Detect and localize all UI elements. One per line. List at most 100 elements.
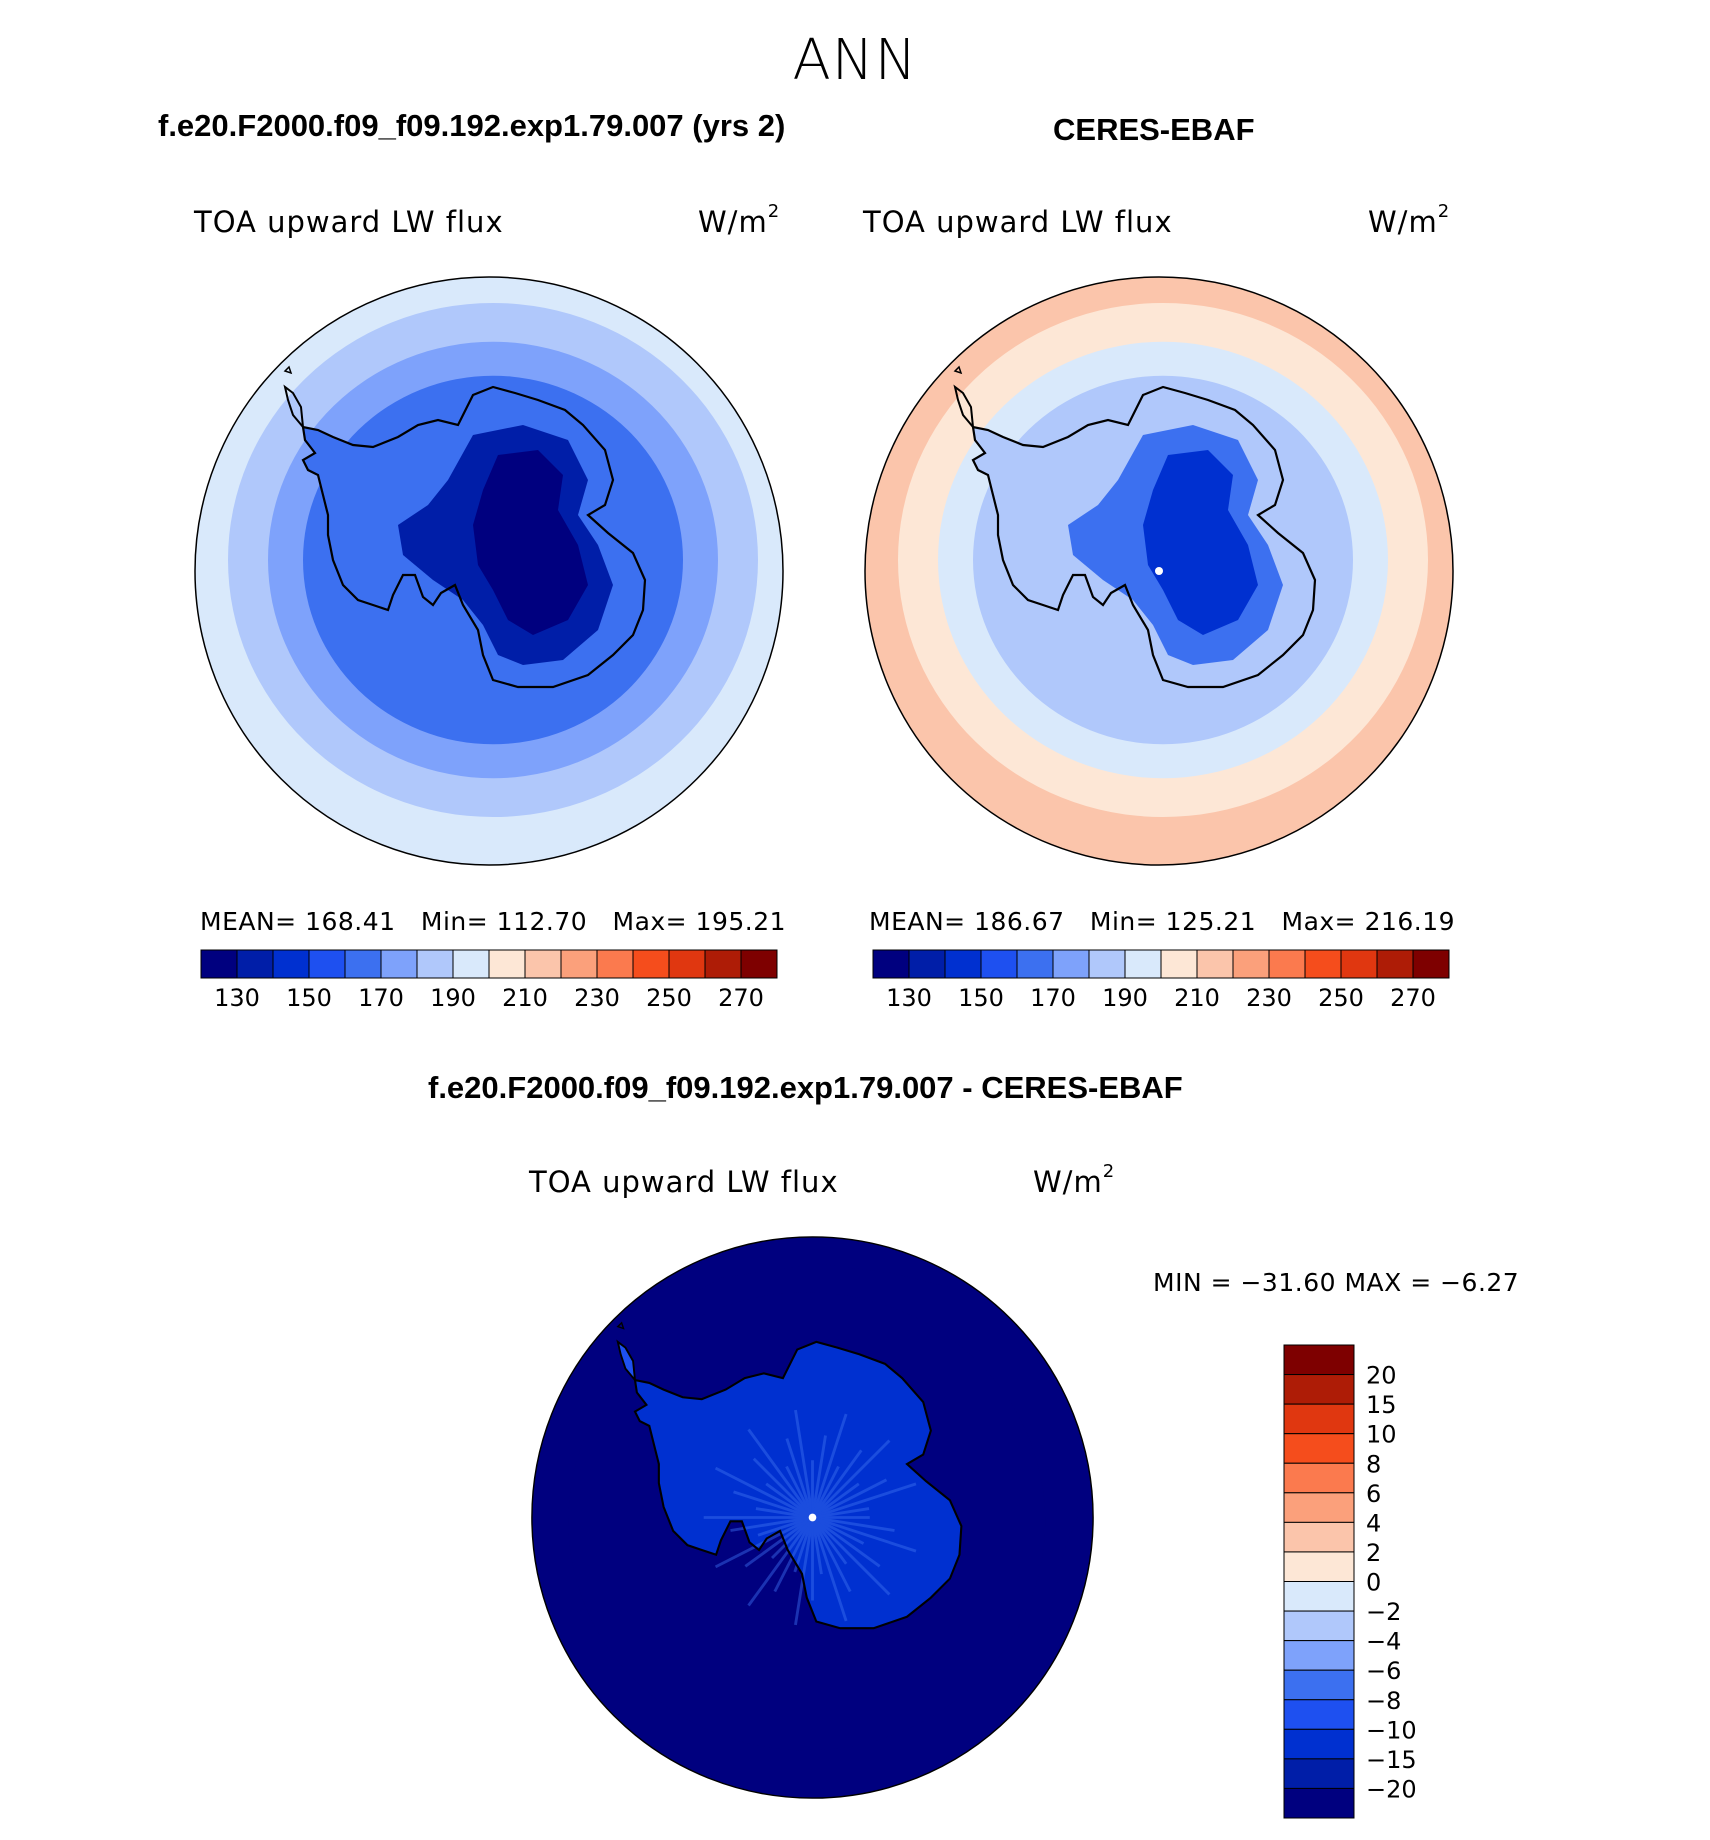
colorbar-swatch xyxy=(740,949,778,979)
south-america-tip xyxy=(871,433,884,452)
colorbar-tick-label: 4 xyxy=(1366,1509,1381,1537)
colorbar-swatch xyxy=(1283,1581,1355,1612)
colorbar-swatch xyxy=(908,949,946,979)
colorbar-tick-label: 150 xyxy=(958,984,1004,1012)
diff-case-title: f.e20.F2000.f09_f09.192.exp1.79.007 - CE… xyxy=(428,1070,1183,1105)
colorbar-swatch xyxy=(1268,949,1306,979)
colorbar-tick-label: 170 xyxy=(358,984,404,1012)
colorbar-tick-label: 8 xyxy=(1366,1450,1381,1478)
colorbar-tick-label: 2 xyxy=(1366,1539,1381,1567)
colorbar-tick-label: 270 xyxy=(1390,984,1436,1012)
colorbar-swatch xyxy=(1124,949,1162,979)
region-east-antarctic-plateau xyxy=(1143,450,1258,635)
colorbar-tick-label: 130 xyxy=(214,984,260,1012)
colorbar-swatch xyxy=(308,949,346,979)
obs-case-title: CERES-EBAF xyxy=(1053,112,1255,147)
colorbar-swatch xyxy=(872,949,910,979)
model-max-label: Max= xyxy=(612,907,688,936)
colorbar-tick-label: 250 xyxy=(1318,984,1364,1012)
diff-minmax: MIN = −31.60 MAX = −6.27 xyxy=(1153,1268,1520,1297)
model-min-value: 112.70 xyxy=(496,907,588,936)
peninsula-coastline xyxy=(953,384,975,431)
colorbar-swatch xyxy=(1283,1610,1355,1642)
colorbar-swatch xyxy=(236,949,274,979)
colorbar-tick-label: −6 xyxy=(1366,1657,1401,1685)
obs-max-value: 216.19 xyxy=(1364,907,1456,936)
model-stats: MEAN= 168.41 Min= 112.70 Max= 195.21 xyxy=(200,907,786,936)
colorbar-swatch xyxy=(1283,1344,1355,1376)
model-mean-label: MEAN= xyxy=(200,907,297,936)
colorbar-swatch xyxy=(200,949,238,979)
colorbar-swatch xyxy=(704,949,742,979)
diff-variable-title: TOA upward LW flux xyxy=(529,1165,839,1199)
colorbar-swatch xyxy=(1160,949,1198,979)
model-max-value: 195.21 xyxy=(695,907,787,936)
diff-polar-map xyxy=(531,1236,1094,1799)
obs-mean-value: 186.67 xyxy=(974,907,1065,936)
colorbar-tick-label: −2 xyxy=(1366,1598,1401,1626)
colorbar-swatch xyxy=(380,949,418,979)
colorbar-tick-label: 230 xyxy=(1246,984,1292,1012)
colorbar-tick-label: 170 xyxy=(1030,984,1076,1012)
model-polar-map xyxy=(194,276,784,866)
peninsula-coastline xyxy=(616,1339,637,1384)
colorbar-swatch xyxy=(668,949,706,979)
season-title: ANN xyxy=(792,28,918,93)
colorbar-swatch xyxy=(1304,949,1342,979)
colorbar-tick-label: 20 xyxy=(1366,1362,1397,1390)
colorbar-swatch xyxy=(1283,1492,1355,1523)
colorbar-swatch xyxy=(1283,1551,1355,1582)
colorbar-tick-label: 190 xyxy=(1102,984,1148,1012)
colorbar-swatch xyxy=(1283,1787,1355,1819)
colorbar-tick-label: −20 xyxy=(1366,1775,1417,1803)
colorbar-swatch xyxy=(1016,949,1054,979)
obs-polar-map xyxy=(864,276,1454,866)
colorbar-swatch xyxy=(632,949,670,979)
peninsula-coastline xyxy=(283,384,305,431)
model-units: W/m2 xyxy=(698,201,781,239)
colorbar-tick-label: 130 xyxy=(886,984,932,1012)
colorbar-tick-label: −15 xyxy=(1366,1746,1417,1774)
colorbar-swatch xyxy=(1283,1728,1355,1760)
colorbar-tick-label: 150 xyxy=(286,984,332,1012)
region-antarctic-interior xyxy=(634,1341,962,1629)
colorbar-tick-label: 210 xyxy=(1174,984,1220,1012)
diff-units: W/m2 xyxy=(1033,1161,1116,1199)
colorbar-tick-label: 0 xyxy=(1366,1569,1381,1597)
obs-max-label: Max= xyxy=(1281,907,1357,936)
colorbar-swatch xyxy=(1283,1758,1355,1789)
model-mean-value: 168.41 xyxy=(305,907,396,936)
colorbar-swatch xyxy=(1283,1699,1355,1730)
colorbar-tick-label: 190 xyxy=(430,984,476,1012)
model-variable-title: TOA upward LW flux xyxy=(194,205,504,239)
colorbar-swatch xyxy=(1283,1374,1355,1405)
colorbar-swatch xyxy=(488,949,526,979)
colorbar-tick-label: −4 xyxy=(1366,1628,1401,1656)
colorbar-swatch xyxy=(272,949,310,979)
colorbar-swatch xyxy=(1283,1403,1355,1435)
colorbar-swatch xyxy=(1088,949,1126,979)
colorbar-swatch xyxy=(344,949,382,979)
south-america-tip xyxy=(201,433,214,452)
south-pole-marker xyxy=(1155,567,1163,575)
south-america-tip xyxy=(538,1385,550,1404)
island xyxy=(283,365,293,375)
colorbar-swatch xyxy=(1283,1521,1355,1553)
colorbar-tick-label: 6 xyxy=(1366,1480,1381,1508)
coastline xyxy=(633,1340,963,1630)
colorbar-swatch xyxy=(1340,949,1378,979)
colorbar-tick-label: −8 xyxy=(1366,1687,1401,1715)
obs-units: W/m2 xyxy=(1368,201,1451,239)
obs-stats: MEAN= 186.67 Min= 125.21 Max= 216.19 xyxy=(869,907,1455,936)
map-border xyxy=(194,276,784,866)
coastline xyxy=(971,385,1317,689)
obs-variable-title: TOA upward LW flux xyxy=(863,205,1173,239)
colorbar-swatch xyxy=(1283,1669,1355,1701)
obs-mean-label: MEAN= xyxy=(869,907,966,936)
colorbar-swatch xyxy=(596,949,634,979)
colorbar-tick-label: 210 xyxy=(502,984,548,1012)
colorbar-tick-label: 15 xyxy=(1366,1391,1397,1419)
colorbar-swatch xyxy=(944,949,982,979)
map-border xyxy=(864,276,1454,866)
